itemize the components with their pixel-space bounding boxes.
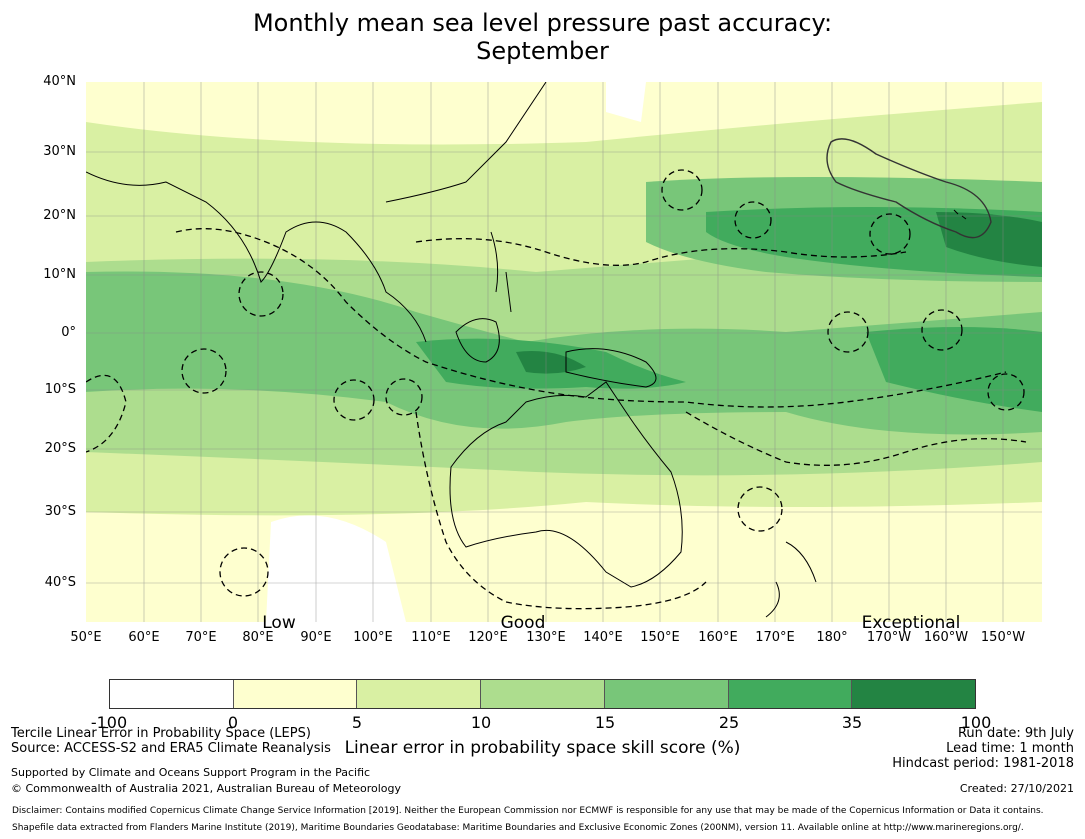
lat-label-30n: 30°N [43, 144, 76, 159]
lon-label: 160°W [923, 630, 969, 645]
footer-created: Created: 27/10/2021 [959, 782, 1074, 795]
footer-copyright: © Commonwealth of Australia 2021, Austra… [11, 782, 401, 795]
colorbar-swatch [852, 680, 976, 708]
colorbar-tick: 15 [594, 713, 616, 732]
lon-label: 170°E [755, 630, 795, 645]
category-exceptional: Exceptional [861, 613, 961, 633]
lon-label: 180° [816, 630, 848, 645]
colorbar-tick: 10 [470, 713, 492, 732]
colorbar-swatch [481, 680, 605, 708]
lon-label: 90°E [300, 630, 332, 645]
footer-shapefile: Shapefile data extracted from Flanders M… [12, 823, 1024, 833]
footer-hindcast: Hindcast period: 1981-2018 [892, 756, 1074, 771]
map-title-line2: September [476, 37, 609, 65]
skill-score-map [86, 82, 1042, 622]
footer-disclaimer: Disclaimer: Contains modified Copernicus… [12, 806, 1044, 816]
lat-label-10n: 10°N [43, 267, 76, 282]
colorbar-tick: 5 [351, 713, 363, 732]
footer-source: Source: ACCESS-S2 and ERA5 Climate Reana… [11, 741, 331, 756]
colorbar-label: Linear error in probability space skill … [344, 738, 741, 758]
lon-label: 70°E [185, 630, 217, 645]
lat-label-30s: 30°S [44, 504, 76, 519]
colorbar-swatch [233, 680, 358, 708]
lon-label: 80°E [242, 630, 274, 645]
colorbar-swatch [357, 680, 482, 708]
footer-lead-time: Lead time: 1 month [946, 741, 1074, 756]
lon-label: 150°E [640, 630, 680, 645]
lat-label-40s: 40°S [44, 575, 76, 590]
colorbar-swatch [604, 680, 729, 708]
lon-label: 60°E [128, 630, 160, 645]
lon-label: 170°W [866, 630, 912, 645]
colorbar-tick: 25 [718, 713, 740, 732]
lon-label: 130°E [526, 630, 566, 645]
lat-label-20s: 20°S [44, 441, 76, 456]
colorbar [109, 679, 976, 709]
colorbar-swatch [110, 680, 234, 708]
lon-label: 120°E [468, 630, 508, 645]
lon-label: 140°E [583, 630, 623, 645]
lon-label: 50°E [70, 630, 102, 645]
lon-label: 110°E [411, 630, 451, 645]
lat-label-20n: 20°N [43, 208, 76, 223]
footer-support: Supported by Climate and Oceans Support … [11, 766, 371, 779]
map-title-line1: Monthly mean sea level pressure past acc… [252, 9, 833, 37]
lon-label: 150°W [980, 630, 1026, 645]
lat-label-40n: 40°N [43, 74, 76, 89]
colorbar-swatch [728, 680, 853, 708]
lat-label-0: 0° [61, 325, 76, 340]
footer-run-date: Run date: 9th July [957, 726, 1074, 741]
colorbar-tick: 0 [227, 713, 239, 732]
colorbar-tick: 35 [841, 713, 863, 732]
colorbar-tick: -100 [90, 713, 128, 732]
footer-leps: Tercile Linear Error in Probability Spac… [11, 726, 311, 741]
lon-label: 160°E [698, 630, 738, 645]
category-low: Low [262, 613, 296, 633]
colorbar-tick: 100 [960, 713, 992, 732]
lon-label: 100°E [353, 630, 393, 645]
lat-label-10s: 10°S [44, 382, 76, 397]
category-good: Good [500, 613, 546, 633]
